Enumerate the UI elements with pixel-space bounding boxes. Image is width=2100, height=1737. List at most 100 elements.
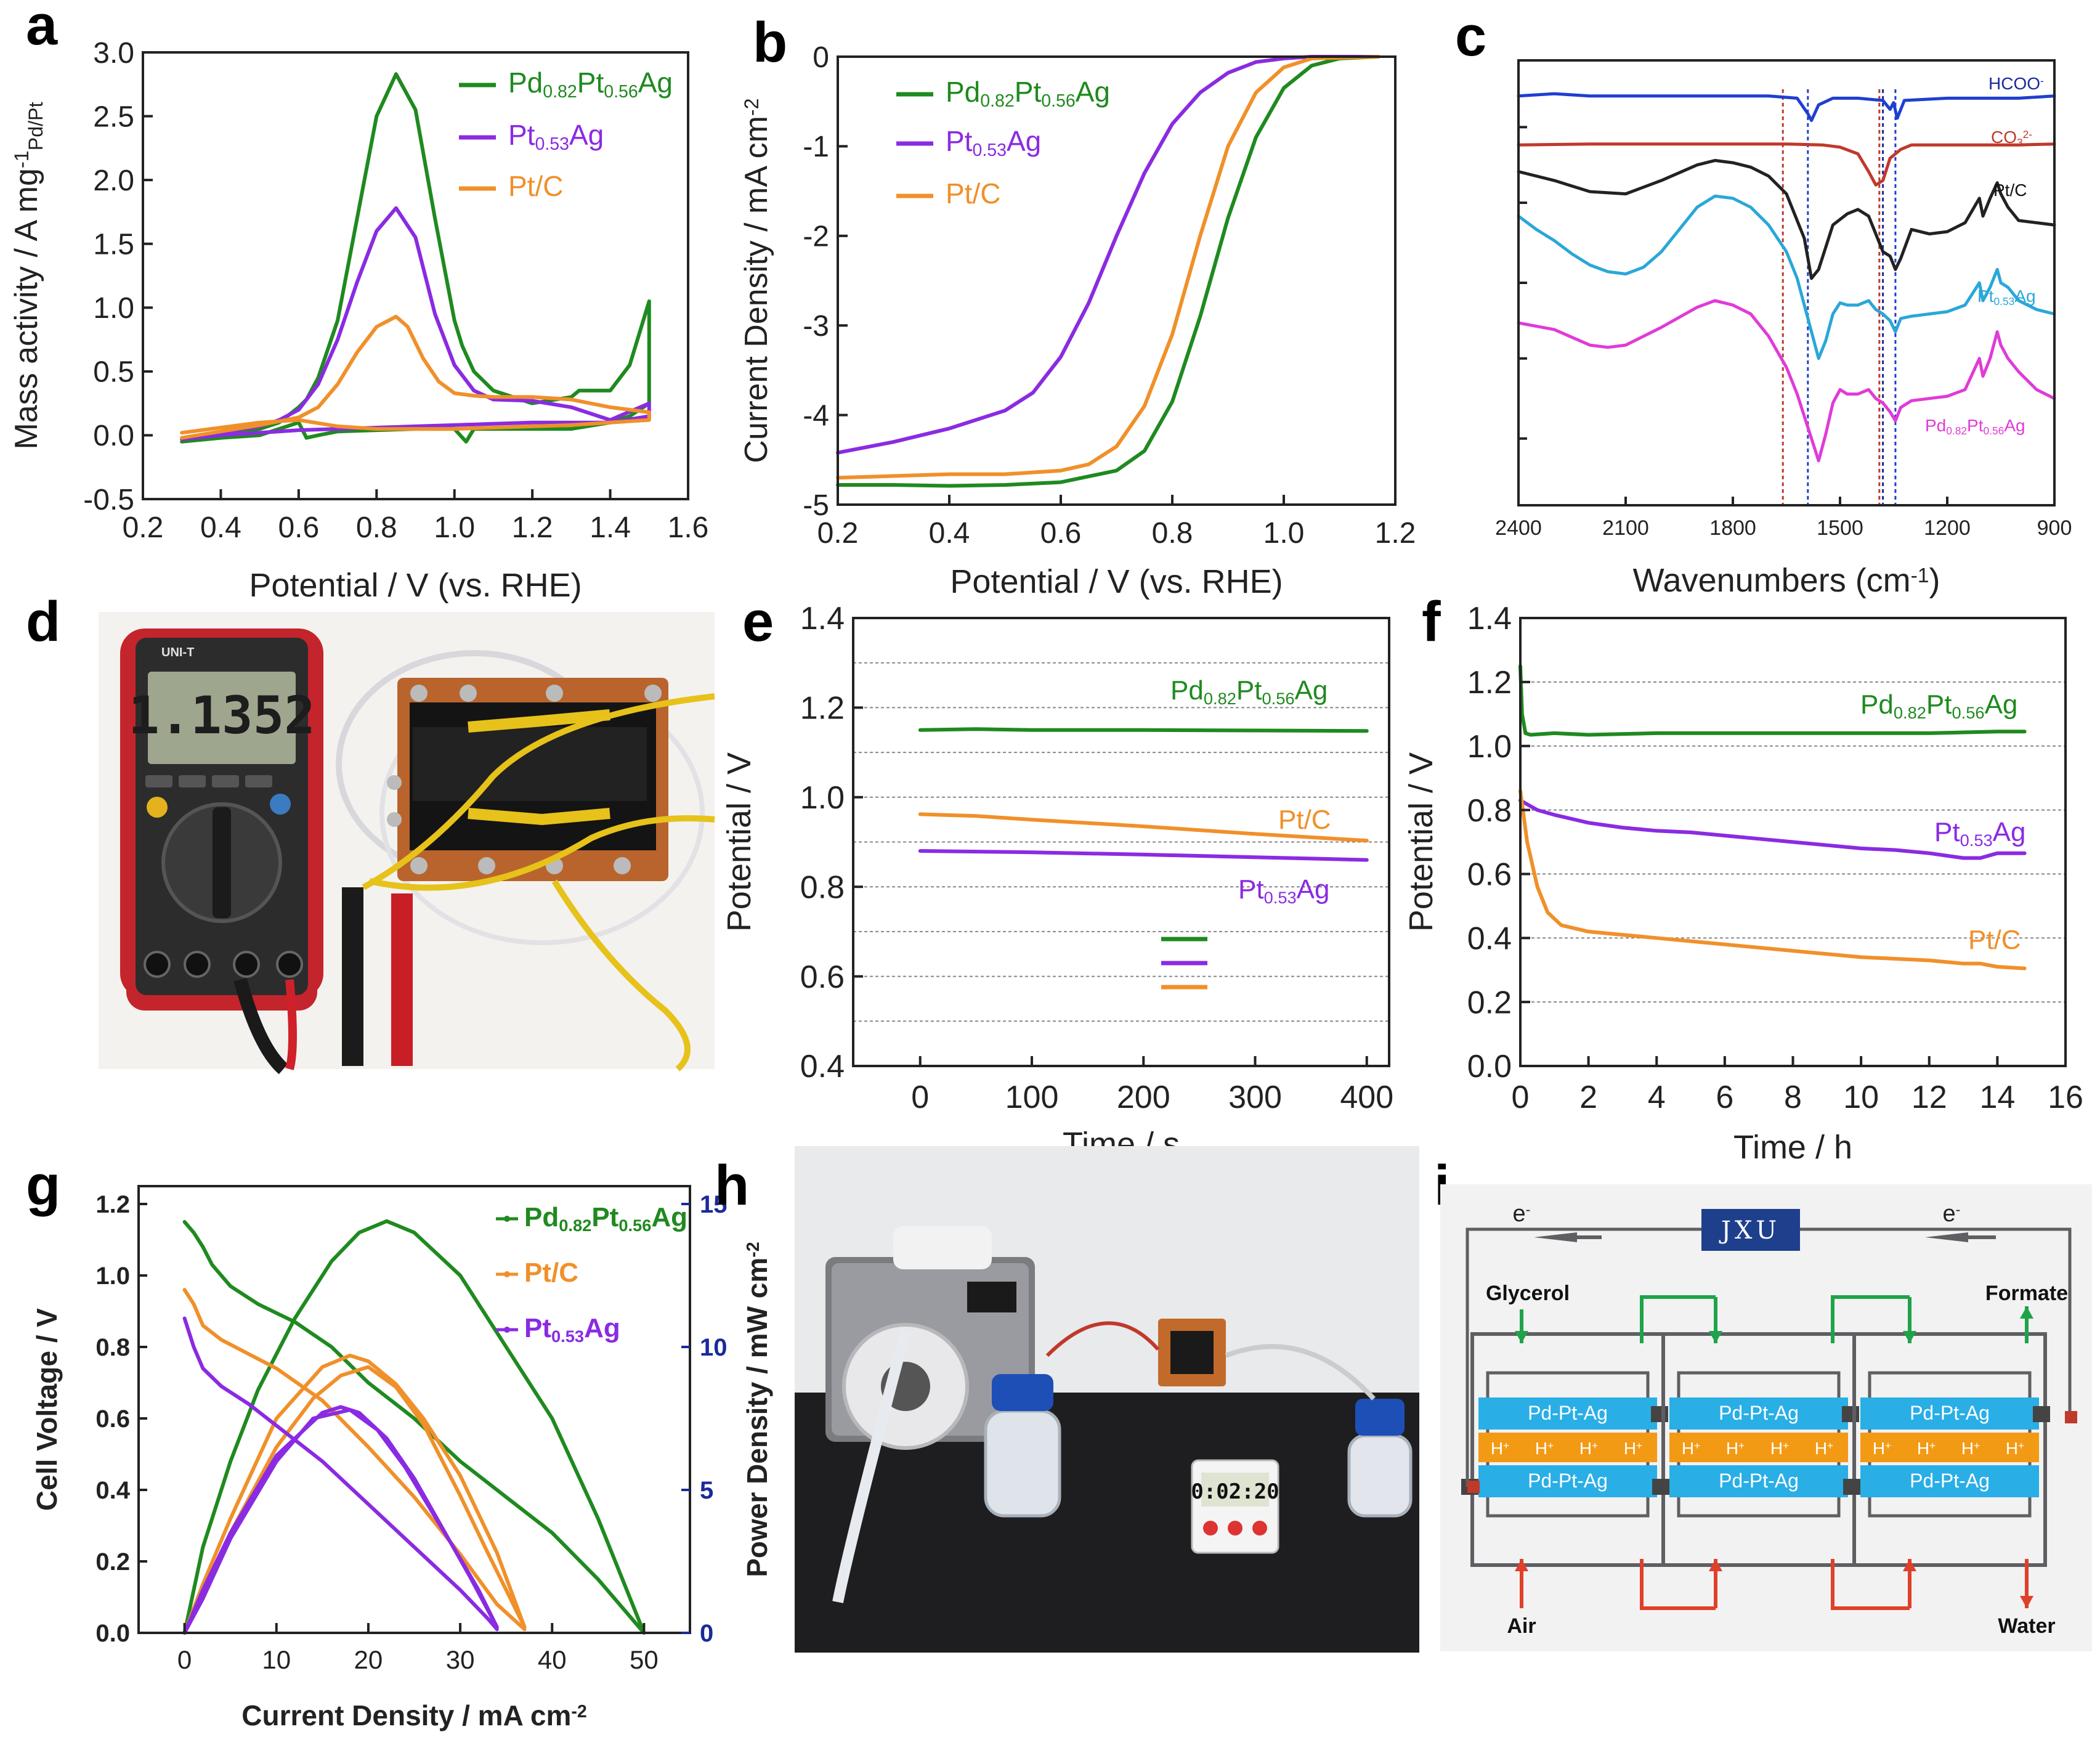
x-tick-label: 6 xyxy=(1716,1080,1733,1115)
plot-f: 0 2 4 6 8 10 12 14 16 0.0 0.2 0.4 0.6 0.8 1.0 1.2 1.4 Tim… xyxy=(1403,601,2083,1166)
black-lead xyxy=(233,978,288,1075)
catalyst-layer-top xyxy=(1478,1397,1657,1430)
x-tick-label: 900 xyxy=(2037,516,2072,540)
multimeter-brand: UNI-T xyxy=(161,646,194,659)
transfer-green-1 xyxy=(1640,1295,1716,1343)
proton-label: H+ xyxy=(1770,1439,1789,1458)
x-axis-label: Wavenumbers (cm-1) xyxy=(1633,562,1940,599)
transfer-red-1 xyxy=(1640,1559,1716,1610)
y-tick-label: -3 xyxy=(803,310,829,343)
catalyst-layer-bottom xyxy=(1669,1465,1848,1497)
panel-c: c 2400 2100 1800 1500 1200 900 Wavenumbers (cm… xyxy=(1455,5,2072,599)
multimeter-display xyxy=(148,672,296,764)
x-tick-label: 30 xyxy=(446,1645,475,1674)
proton-label: H+ xyxy=(1961,1439,1980,1458)
water-label: Water xyxy=(1998,1614,2055,1638)
yellow-wire-2 xyxy=(368,815,715,891)
catalyst-layer-bottom xyxy=(1860,1465,2039,1497)
plot-frame xyxy=(142,51,689,500)
membrane-layer xyxy=(1860,1433,2039,1462)
catalyst-label-top: Pd-Pt-Ag xyxy=(1719,1402,1799,1424)
formate-arrow-head xyxy=(2020,1306,2033,1319)
cell-h xyxy=(1158,1319,1226,1386)
electron-arrow-left-head xyxy=(1534,1232,1577,1242)
x-axis-label: Time / h xyxy=(1733,1129,1852,1166)
series-label: Pt0.53Ag xyxy=(1977,287,2036,307)
connector xyxy=(1843,1479,1860,1495)
series-label: Pt/C xyxy=(1278,805,1331,835)
legend-label: Pt0.53Ag xyxy=(508,119,604,154)
series-line xyxy=(836,55,1380,480)
x-tick-label: 1200 xyxy=(1924,516,1971,540)
plot-frame xyxy=(137,1185,691,1634)
proton-label: H+ xyxy=(1624,1439,1642,1458)
proton-label: H+ xyxy=(1535,1439,1554,1458)
y-tick-label: 1.2 xyxy=(95,1191,130,1218)
electron-arrow-right-head xyxy=(1925,1232,1968,1242)
plot-frame xyxy=(852,617,1390,1067)
x-tick-label: 2 xyxy=(1579,1080,1597,1115)
panel-b: b 0.2 0.4 0.6 0.8 1.0 1.2 0 -1 -2 -3 -4 -5 Potential… xyxy=(739,11,1416,600)
x-tick-label: 14 xyxy=(1979,1080,2015,1115)
legend-label: Pt/C xyxy=(946,177,1000,209)
x-tick-label: 0 xyxy=(911,1080,929,1115)
x-tick-label: 50 xyxy=(630,1645,659,1674)
series-label: Pt/C xyxy=(1993,181,2027,200)
x-tick-label: 0 xyxy=(1512,1080,1530,1115)
electron-label-right: e- xyxy=(1943,1201,1961,1227)
proton-label: H+ xyxy=(1726,1439,1745,1458)
catalyst-label-bottom: Pd-Pt-Ag xyxy=(1719,1470,1799,1492)
y-tick-label: 0 xyxy=(813,41,829,74)
plot-c: 2400 2100 1800 1500 1200 900 Wavenumbers (cm-1… xyxy=(1495,59,2072,599)
proton-label: H+ xyxy=(1815,1439,1833,1458)
proton-label: H+ xyxy=(1917,1439,1936,1458)
proton-label: H+ xyxy=(1873,1439,1891,1458)
series-line xyxy=(1518,664,2027,737)
x-tick-label: 1.6 xyxy=(668,511,709,544)
panel-a: a 0.2 0.4 0.6 0.8 1.0 1.2 1.4 1.6 -0.5 0.0 0.5 1.0 1… xyxy=(9,0,708,604)
x-tick-label: 20 xyxy=(354,1645,383,1674)
catalyst-layer-bottom xyxy=(1478,1465,1657,1497)
x-tick-label: 12 xyxy=(1911,1080,1947,1115)
y-tick-label: 1.2 xyxy=(800,691,845,726)
electron-label-left: e- xyxy=(1513,1201,1531,1227)
catalyst-label-bottom: Pd-Pt-Ag xyxy=(1528,1470,1608,1492)
legend-label: Pd0.82Pt0.56Ag xyxy=(946,76,1110,111)
panel-f: f 0 2 4 6 8 10 12 14 16 0.0 0.2 0.4 0.6 0.8 1.0 1.2 1.4 T… xyxy=(1403,590,2083,1166)
schematic-i: JXU e-e- Pd-Pt-Ag Pd-Pt-Ag H+ H+ H+ H+ Pd-Pt-Ag P… xyxy=(1461,1201,2077,1638)
series-line xyxy=(182,1353,527,1635)
y-tick-label: -2 xyxy=(803,221,829,253)
series-line xyxy=(836,55,1380,455)
load-label: JXU xyxy=(1719,1216,1780,1245)
x-tick-label: 2400 xyxy=(1495,516,1542,540)
red-probe xyxy=(391,893,413,1066)
y-tick-label: 1.0 xyxy=(93,292,134,325)
x-tick-label: 400 xyxy=(1340,1080,1393,1115)
x-tick-label: 0.6 xyxy=(278,511,319,544)
x-tick-label: 2100 xyxy=(1602,516,1649,540)
series-line xyxy=(180,314,651,440)
y-right-tick-label: 5 xyxy=(700,1477,713,1504)
terminal xyxy=(1467,1481,1480,1493)
legend-marker xyxy=(504,1271,510,1277)
panel-label-g: g xyxy=(26,1154,60,1217)
terminal xyxy=(2065,1411,2077,1423)
y-tick-label: 1.2 xyxy=(1467,665,1512,701)
panel-label-c: c xyxy=(1455,5,1486,68)
fuel-cell-device xyxy=(387,678,668,881)
y-tick-label: -1 xyxy=(803,131,829,163)
legend-marker xyxy=(504,1327,510,1333)
series-line xyxy=(1518,789,2027,970)
catalyst-label-bottom: Pd-Pt-Ag xyxy=(1910,1470,1990,1492)
proton-label: H+ xyxy=(2006,1439,2024,1458)
panel-label-f: f xyxy=(1422,590,1441,653)
series-line xyxy=(182,1220,646,1635)
legend-label: Pd0.82Pt0.56Ag xyxy=(508,67,673,102)
x-tick-label: 0.4 xyxy=(929,517,970,550)
y-tick-label: 0.2 xyxy=(95,1548,130,1576)
series-line xyxy=(918,812,1369,843)
digital-timer: 0:02:20 xyxy=(1191,1459,1279,1554)
y-tick-label: 0.4 xyxy=(1467,921,1512,956)
